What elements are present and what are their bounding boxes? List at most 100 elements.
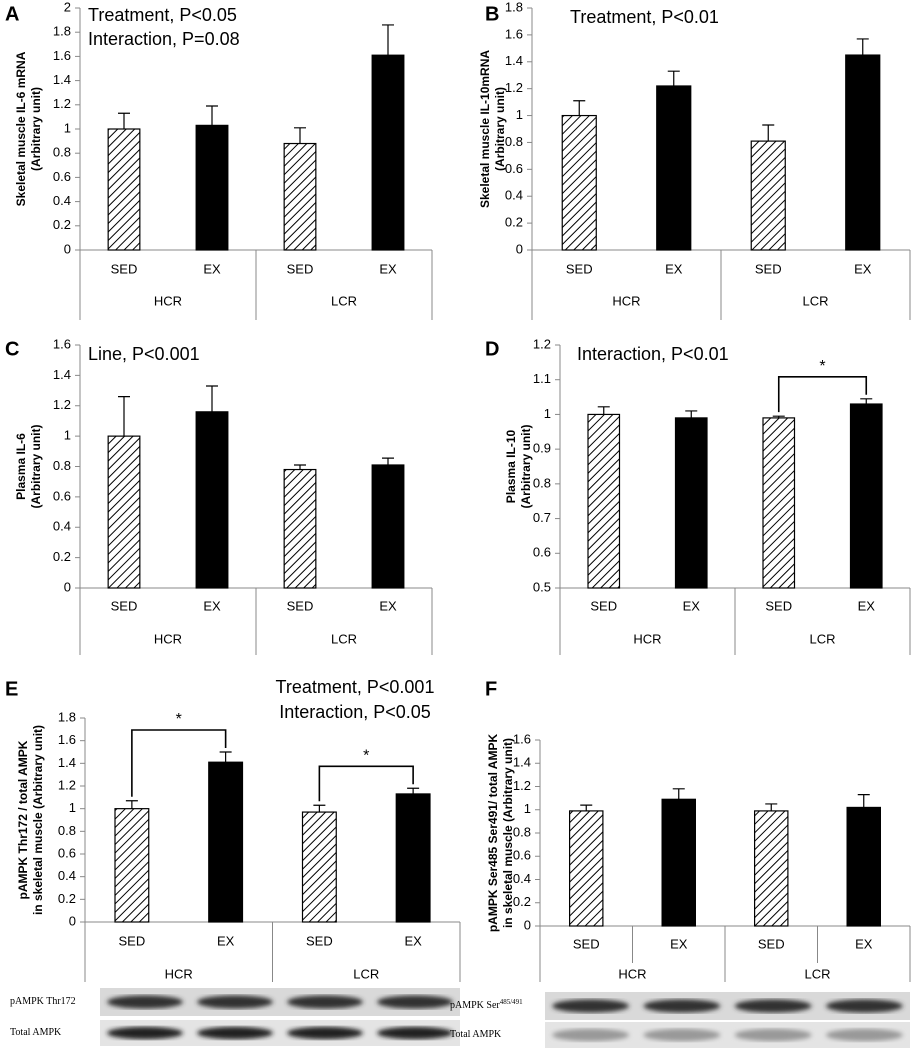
error-bar bbox=[667, 70, 680, 86]
y-tick-label: 1 bbox=[64, 428, 71, 443]
error-bar bbox=[206, 385, 218, 412]
y-tick-label: 1.6 bbox=[53, 48, 71, 63]
y-tick-label: 0 bbox=[524, 917, 531, 932]
y-tick-label: 1.6 bbox=[505, 26, 523, 41]
annotation: Line, P<0.001 bbox=[88, 344, 200, 364]
y-tick-label: 0.2 bbox=[513, 894, 531, 909]
significance-bracket bbox=[318, 765, 414, 802]
y-tick-label: 1.4 bbox=[505, 53, 523, 68]
y-tick-label: 1.8 bbox=[58, 709, 76, 724]
blot-label: Total AMPK bbox=[450, 1029, 502, 1040]
x-tick-label: SED bbox=[590, 598, 617, 613]
blot-band bbox=[287, 995, 363, 1009]
blot-label-text: Total AMPK bbox=[450, 1029, 502, 1040]
bar bbox=[371, 464, 405, 589]
x-tick-label: EX bbox=[670, 936, 688, 951]
y-tick-label: 1 bbox=[69, 800, 76, 815]
x-tick-label: SED bbox=[566, 261, 593, 276]
blot-band bbox=[643, 999, 721, 1013]
panel-letter: E bbox=[5, 678, 18, 700]
x-tick-label: EX bbox=[854, 261, 872, 276]
bar bbox=[107, 435, 141, 589]
error-bar bbox=[856, 38, 869, 56]
bar bbox=[195, 124, 229, 251]
y-tick-label: 0 bbox=[64, 579, 71, 594]
y-tick-label: 0.4 bbox=[58, 868, 76, 883]
x-tick-label: SED bbox=[287, 598, 314, 613]
bar bbox=[395, 793, 431, 923]
error-bar bbox=[294, 464, 306, 470]
y-tick-label: 1 bbox=[64, 120, 71, 135]
y-tick-label: 1.6 bbox=[513, 731, 531, 746]
error-bar bbox=[407, 787, 420, 794]
significance-label: * bbox=[819, 358, 825, 375]
y-tick-label: 0.8 bbox=[533, 475, 551, 490]
x-tick-label: EX bbox=[858, 598, 876, 613]
blot-band bbox=[377, 995, 453, 1009]
y-tick-label: 0.8 bbox=[513, 824, 531, 839]
blot-band bbox=[107, 1026, 183, 1040]
error-bar bbox=[672, 788, 685, 800]
blot-label-superscript: 485/491 bbox=[500, 998, 523, 1006]
group-label: HCR bbox=[612, 293, 640, 308]
x-tick-label: SED bbox=[287, 261, 314, 276]
x-tick-label: EX bbox=[379, 598, 397, 613]
blot-band bbox=[197, 1026, 273, 1040]
blot-label: Total AMPK bbox=[10, 1027, 62, 1038]
y-tick-label: 1.2 bbox=[513, 778, 531, 793]
y-tick-label: 1.2 bbox=[53, 397, 71, 412]
y-tick-label: 1 bbox=[524, 801, 531, 816]
error-bar bbox=[597, 406, 610, 415]
y-tick-label: 0.8 bbox=[53, 145, 71, 160]
annotation: Treatment, P<0.001 bbox=[276, 677, 435, 697]
x-tick-label: SED bbox=[111, 598, 138, 613]
x-tick-label: EX bbox=[855, 936, 873, 951]
significance-label: * bbox=[176, 711, 182, 728]
panel-letter: B bbox=[485, 3, 499, 25]
blot-band bbox=[552, 999, 630, 1013]
error-bar bbox=[294, 127, 306, 144]
bar bbox=[283, 142, 317, 251]
y-axis-label: (Arbitrary unit) bbox=[493, 87, 507, 171]
y-axis-label: in skeletal muscle (Arbitrary unit) bbox=[501, 738, 515, 928]
blot-label-text: pAMPK Ser bbox=[450, 1000, 500, 1011]
blot-band bbox=[287, 1026, 363, 1040]
blot-band bbox=[734, 1028, 812, 1042]
annotation: Interaction, P<0.01 bbox=[577, 344, 729, 364]
annotation: Interaction, P=0.08 bbox=[88, 29, 240, 49]
y-tick-label: 0.4 bbox=[513, 871, 531, 886]
y-tick-label: 0.2 bbox=[505, 215, 523, 230]
error-bar bbox=[685, 410, 698, 418]
annotation: Interaction, P<0.05 bbox=[279, 702, 431, 722]
group-label: LCR bbox=[802, 293, 828, 308]
y-axis-label: in skeletal muscle (Arbitrary unit) bbox=[31, 725, 45, 915]
x-tick-label: SED bbox=[758, 936, 785, 951]
y-tick-label: 0.6 bbox=[53, 169, 71, 184]
error-bar bbox=[206, 105, 218, 126]
y-axis-label: Skeletal muscle IL-10mRNA bbox=[478, 50, 492, 208]
blot-band bbox=[107, 995, 183, 1009]
x-tick-label: SED bbox=[306, 933, 333, 948]
error-bar bbox=[765, 803, 778, 811]
bar bbox=[107, 128, 141, 251]
y-axis-label: (Arbitrary unit) bbox=[29, 87, 43, 171]
bar bbox=[750, 140, 786, 251]
blot-band bbox=[552, 1028, 630, 1042]
blot-band bbox=[734, 999, 812, 1013]
y-tick-label: 1 bbox=[516, 107, 523, 122]
error-bar bbox=[382, 457, 394, 465]
y-tick-label: 1.2 bbox=[533, 336, 551, 351]
y-tick-label: 0.2 bbox=[53, 217, 71, 232]
error-bar bbox=[382, 24, 394, 56]
y-tick-label: 1.2 bbox=[58, 777, 76, 792]
group-label: HCR bbox=[618, 966, 646, 981]
y-tick-label: 1.4 bbox=[513, 755, 531, 770]
y-tick-label: 0.8 bbox=[58, 823, 76, 838]
bar bbox=[849, 403, 883, 589]
x-tick-label: EX bbox=[217, 933, 235, 948]
significance-label: * bbox=[363, 747, 369, 764]
group-label: LCR bbox=[804, 966, 830, 981]
error-bar bbox=[860, 398, 873, 405]
group-label: LCR bbox=[353, 966, 379, 981]
bar bbox=[762, 417, 796, 589]
